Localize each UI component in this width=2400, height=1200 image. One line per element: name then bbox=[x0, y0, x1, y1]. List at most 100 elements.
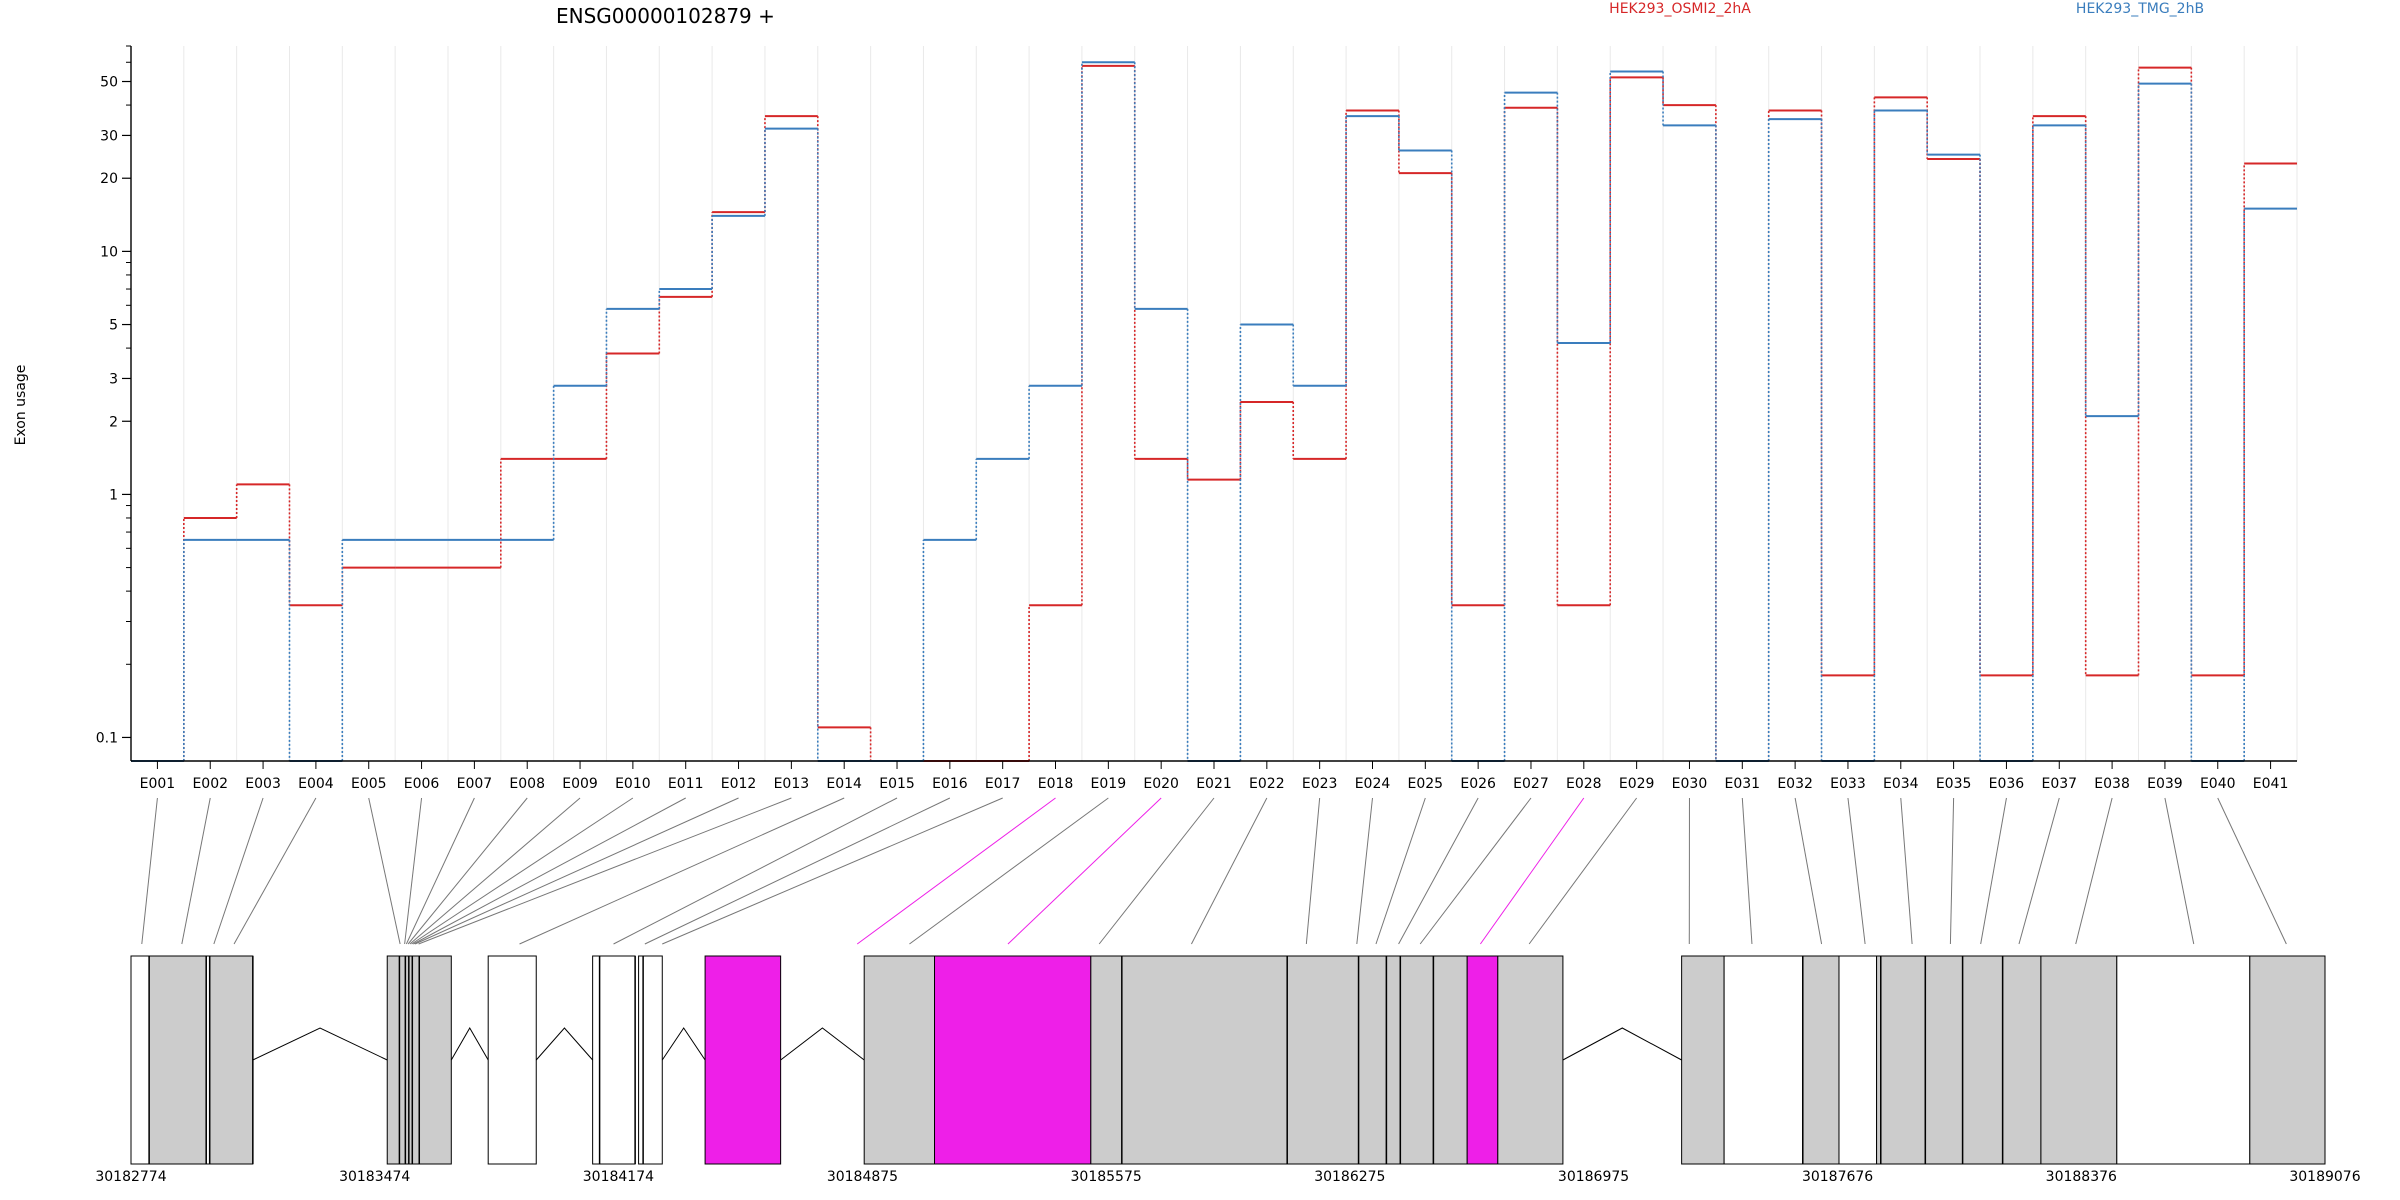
exon-block bbox=[386, 955, 420, 1165]
exon-block bbox=[2002, 955, 2042, 1165]
x-tick-label-E014: E014 bbox=[826, 776, 862, 792]
connector-E014 bbox=[519, 797, 845, 945]
connector-E017 bbox=[662, 797, 1003, 945]
connector-E006 bbox=[404, 797, 423, 945]
connector-E033 bbox=[1847, 797, 1866, 945]
y-axis-label: Exon usage bbox=[13, 365, 29, 446]
connector-E039 bbox=[2164, 797, 2195, 945]
connector-E015 bbox=[613, 797, 898, 945]
y-tick-label: 20 bbox=[100, 171, 118, 187]
coordinate-ticks: 30182774 30183474 30184174 30184875 30185575… bbox=[95, 1169, 2360, 1185]
exon-block bbox=[209, 955, 254, 1165]
x-tick-label-E024: E024 bbox=[1355, 776, 1391, 792]
exon-block bbox=[1399, 955, 1434, 1165]
x-tick-label-E023: E023 bbox=[1302, 776, 1338, 792]
coordinate-label: 30184875 bbox=[827, 1169, 898, 1185]
x-tick-label-E022: E022 bbox=[1249, 776, 1285, 792]
exon-block bbox=[934, 955, 1092, 1165]
x-tick-label-E026: E026 bbox=[1460, 776, 1496, 792]
connector-E013 bbox=[418, 797, 792, 945]
connector-E012 bbox=[414, 797, 739, 945]
intron-line bbox=[1562, 1027, 1682, 1061]
connector-E038 bbox=[2075, 797, 2113, 945]
y-tick-label: 5 bbox=[109, 318, 118, 334]
connector-E008 bbox=[407, 797, 528, 945]
connector-E007 bbox=[405, 797, 475, 945]
connector-E024 bbox=[1356, 797, 1373, 945]
x-tick-label-E034: E034 bbox=[1883, 776, 1919, 792]
intron-line bbox=[661, 1027, 706, 1061]
connector-E019 bbox=[909, 797, 1109, 945]
connector-E016 bbox=[644, 797, 951, 945]
exon-block bbox=[1466, 955, 1499, 1165]
axes bbox=[130, 46, 2297, 762]
x-tick-label-E005: E005 bbox=[351, 776, 387, 792]
coordinate-label: 30184174 bbox=[583, 1169, 654, 1185]
exon-block bbox=[418, 955, 452, 1165]
connector-E028 bbox=[1479, 797, 1585, 945]
x-tick-label-E011: E011 bbox=[668, 776, 704, 792]
vertical-grid bbox=[130, 46, 2298, 761]
x-tick-label-E032: E032 bbox=[1777, 776, 1813, 792]
exon-block bbox=[1385, 955, 1401, 1165]
exon-block bbox=[1497, 955, 1564, 1165]
x-tick-label-E006: E006 bbox=[404, 776, 440, 792]
x-tick-label-E001: E001 bbox=[140, 776, 176, 792]
x-tick-label-E004: E004 bbox=[298, 776, 334, 792]
x-tick-label-E031: E031 bbox=[1725, 776, 1761, 792]
coordinate-label: 30183474 bbox=[339, 1169, 410, 1185]
series-lines bbox=[131, 61, 2297, 762]
x-tick-label-E017: E017 bbox=[985, 776, 1021, 792]
exon-block bbox=[863, 955, 936, 1165]
connector-E005 bbox=[368, 797, 401, 945]
coordinate-label: 30186975 bbox=[1558, 1169, 1629, 1185]
coordinate-label: 30188376 bbox=[2046, 1169, 2117, 1185]
connector-E003 bbox=[213, 797, 264, 945]
x-tick-label-E010: E010 bbox=[615, 776, 651, 792]
y-tick-label: 0.1 bbox=[96, 730, 118, 746]
exon-block bbox=[487, 955, 537, 1165]
gene-model bbox=[130, 955, 2326, 1165]
exon-block bbox=[1962, 955, 2004, 1165]
exon-block bbox=[1802, 955, 1840, 1165]
chart-title: ENSG00000102879 + bbox=[556, 4, 775, 28]
connector-E027 bbox=[1419, 797, 1532, 945]
x-ticks: E001 E002 E003 E004 E005 E006 E007 E008 E009 E010… bbox=[140, 761, 2289, 792]
y-tick-label: 2 bbox=[109, 414, 118, 430]
x-tick-label-E041: E041 bbox=[2253, 776, 2289, 792]
x-tick-label-E028: E028 bbox=[1566, 776, 1602, 792]
exon-block bbox=[1090, 955, 1288, 1165]
x-tick-label-E038: E038 bbox=[2094, 776, 2130, 792]
legend-series-tmg: HEK293_TMG_2hB bbox=[2076, 1, 2204, 17]
intron-line bbox=[780, 1027, 865, 1061]
x-tick-label-E035: E035 bbox=[1936, 776, 1972, 792]
connector-E032 bbox=[1794, 797, 1823, 945]
connector-E031 bbox=[1741, 797, 1753, 945]
exon-block bbox=[1358, 955, 1387, 1165]
exon-block bbox=[1432, 955, 1468, 1165]
connector-E002 bbox=[181, 797, 211, 945]
y-tick-label: 30 bbox=[100, 128, 118, 144]
x-tick-label-E013: E013 bbox=[774, 776, 810, 792]
exon-block bbox=[1681, 955, 1725, 1165]
x-tick-label-E021: E021 bbox=[1196, 776, 1232, 792]
x-tick-label-E033: E033 bbox=[1830, 776, 1866, 792]
coordinate-label: 30185575 bbox=[1071, 1169, 1142, 1185]
x-tick-label-E039: E039 bbox=[2147, 776, 2183, 792]
x-tick-label-E019: E019 bbox=[1091, 776, 1127, 792]
exon-block bbox=[1838, 955, 1878, 1165]
exon-block bbox=[2040, 955, 2118, 1165]
connector-E004 bbox=[233, 797, 317, 945]
x-tick-label-E009: E009 bbox=[562, 776, 598, 792]
exon-block bbox=[1723, 955, 1804, 1165]
connector-E021 bbox=[1098, 797, 1215, 945]
exon-block bbox=[2249, 955, 2326, 1165]
x-tick-label-E020: E020 bbox=[1143, 776, 1179, 792]
x-tick-label-E003: E003 bbox=[245, 776, 281, 792]
connector-E037 bbox=[2018, 797, 2060, 945]
connector-E010 bbox=[411, 797, 634, 945]
y-tick-label: 1 bbox=[109, 487, 118, 503]
x-tick-label-E007: E007 bbox=[457, 776, 493, 792]
connector-E023 bbox=[1305, 797, 1321, 945]
